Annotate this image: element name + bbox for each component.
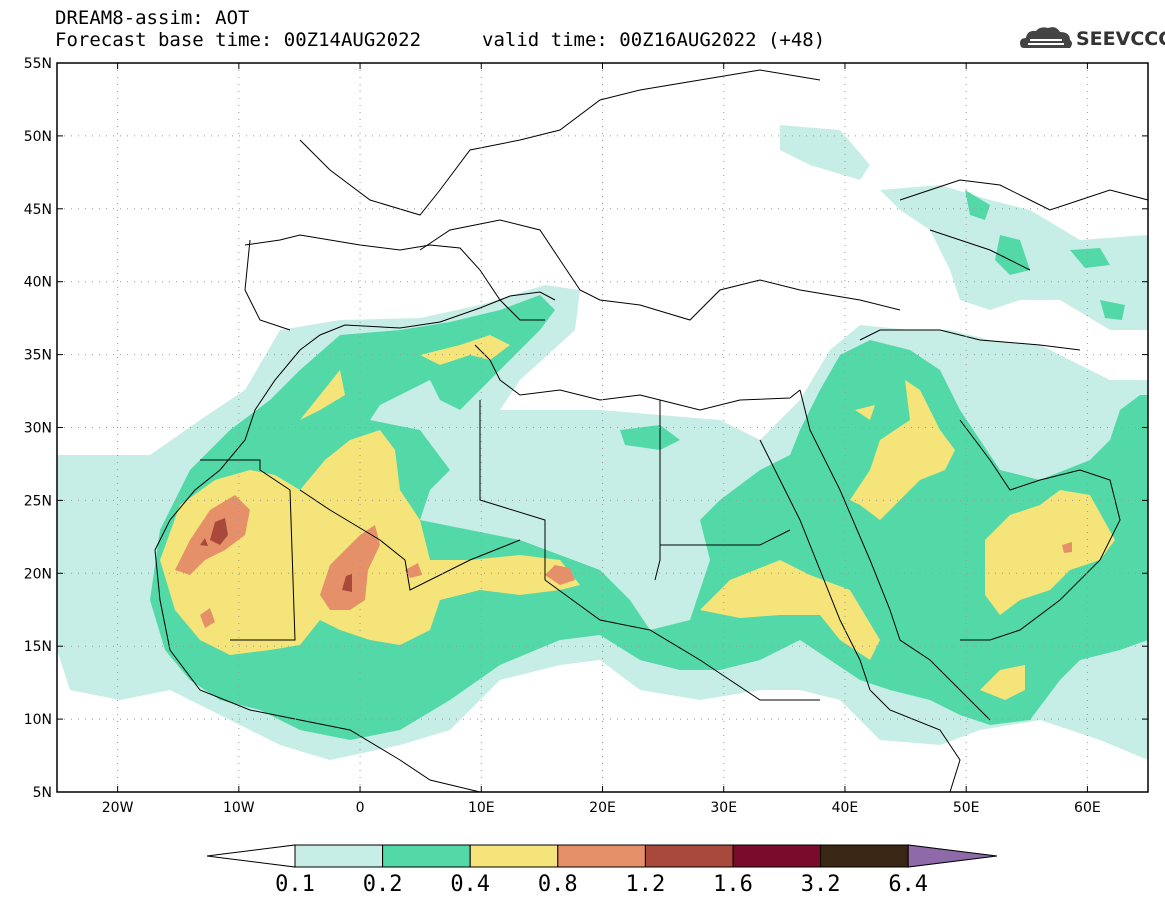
lat-label: 5N (33, 785, 52, 801)
colorbar-label: 3.2 (800, 872, 841, 897)
colorbar-segment (557, 844, 646, 868)
colorbar-label: 0.2 (362, 872, 403, 897)
lon-label: 20E (589, 800, 616, 816)
colorbar-segment (644, 844, 734, 868)
lon-label: 0 (356, 800, 365, 816)
colorbar-label: 0.1 (275, 872, 315, 897)
colorbar-segment (469, 844, 559, 868)
colorbar-label: 1.6 (713, 872, 753, 897)
colorbar-segment (732, 844, 822, 868)
colorbar-label: 1.2 (625, 872, 666, 897)
lat-label: 40N (24, 275, 52, 291)
title-base-time: Forecast base time: 00Z14AUG2022 (55, 29, 422, 51)
colorbar-label: 6.4 (888, 872, 929, 897)
lon-label: 20W (102, 800, 134, 816)
lat-label: 25N (24, 493, 52, 509)
seevccc-logo: SEEVCCC (1018, 24, 1165, 54)
lat-label: 10N (24, 712, 52, 728)
lon-label: 50E (953, 800, 980, 816)
colorbar-label: 0.4 (450, 872, 491, 897)
colorbar (206, 844, 998, 868)
colorbar-arrow-low (206, 844, 296, 868)
lon-label: 40E (832, 800, 859, 816)
lat-label: 15N (24, 639, 52, 655)
lat-label: 45N (24, 202, 52, 218)
lon-label: 30E (710, 800, 737, 816)
aot-level-1.2 (200, 518, 352, 592)
lat-label: 30N (24, 421, 52, 437)
lat-label: 35N (24, 348, 52, 364)
colorbar-label: 0.8 (537, 872, 578, 897)
cloud-icon (1020, 27, 1072, 48)
lon-label: 10E (468, 800, 495, 816)
lat-label: 20N (24, 566, 52, 582)
colorbar-segment (382, 844, 471, 868)
colorbar-segment (294, 844, 384, 868)
colorbar-arrow-high (907, 844, 998, 868)
lon-label: 10W (223, 800, 255, 816)
lat-label: 50N (24, 129, 52, 145)
title-product: DREAM8-assim: AOT (55, 7, 250, 29)
coastlines (154, 69, 1148, 792)
lon-labels: 20W 10W 0 10E 20E 30E 40E 50E 60E (102, 63, 1101, 816)
graticule (57, 63, 1148, 792)
colorbar-segment (820, 844, 909, 868)
lat-labels: 55N 50N 45N 40N 35N 30N 25N 20N 15N 10N 5N (24, 56, 1148, 801)
lon-label: 60E (1074, 800, 1101, 816)
title-valid-time: valid time: 00Z16AUG2022 (+48) (482, 29, 826, 51)
logo-text: SEEVCCC (1076, 28, 1165, 50)
lat-label: 55N (24, 56, 52, 72)
